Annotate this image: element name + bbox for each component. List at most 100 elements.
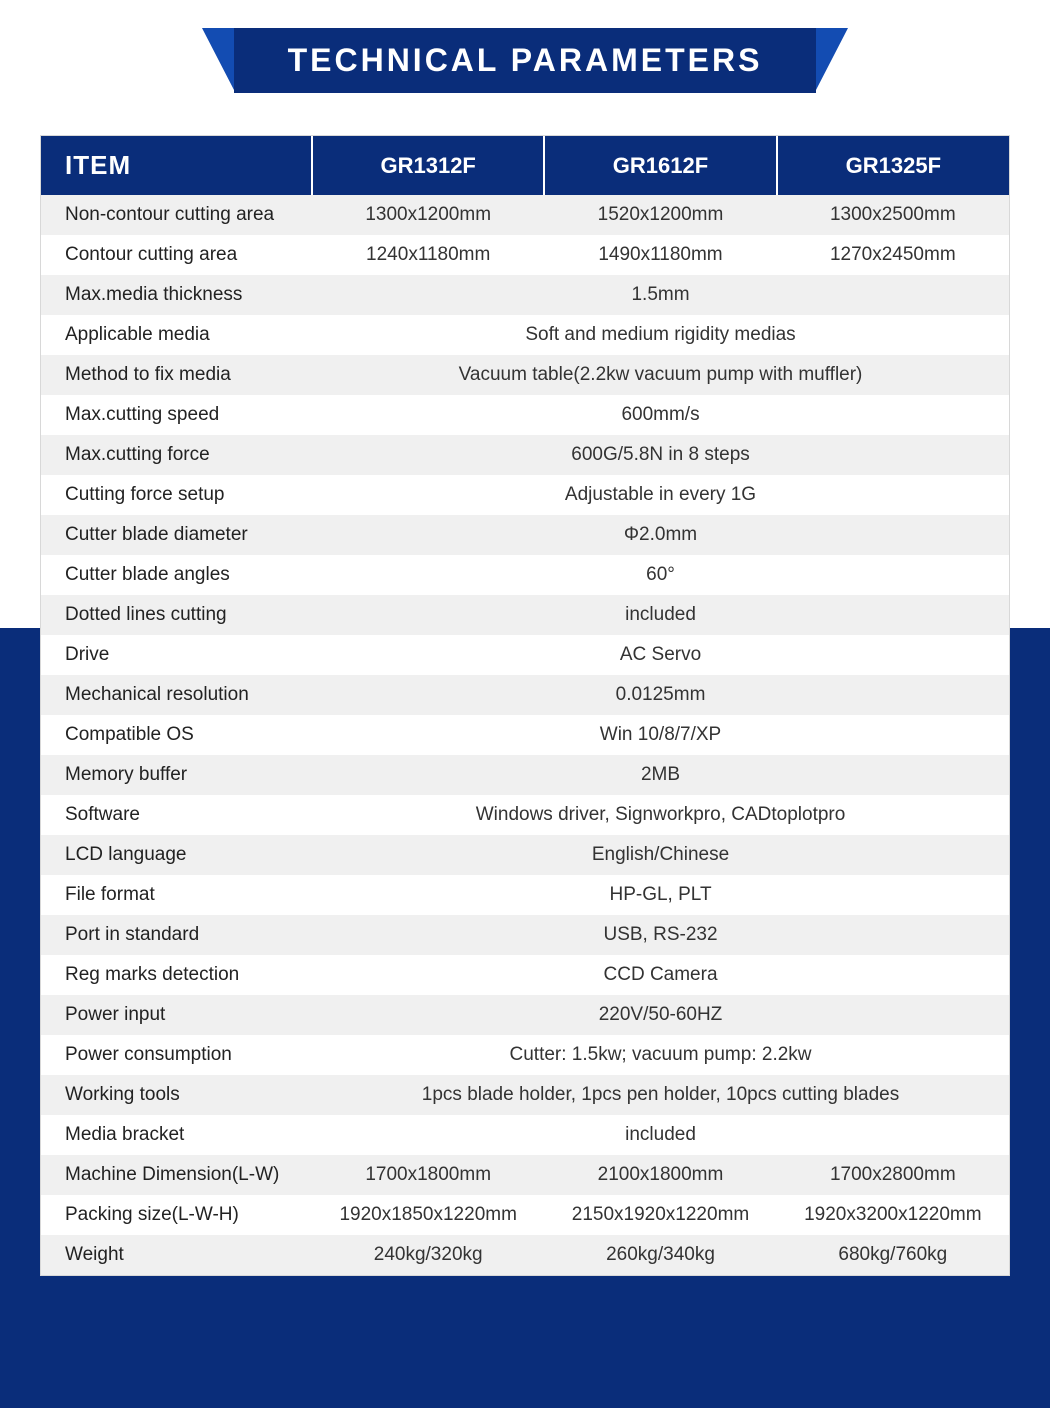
row-value: 1270x2450mm	[777, 235, 1009, 275]
row-value-merged: 600mm/s	[312, 395, 1009, 435]
row-label: Port in standard	[41, 915, 312, 955]
row-value-merged: English/Chinese	[312, 835, 1009, 875]
row-value-merged: Adjustable in every 1G	[312, 475, 1009, 515]
row-value-merged: Vacuum table(2.2kw vacuum pump with muff…	[312, 355, 1009, 395]
row-value-merged: 1pcs blade holder, 1pcs pen holder, 10pc…	[312, 1075, 1009, 1115]
title-banner-wrap: TECHNICAL PARAMETERS	[0, 0, 1050, 135]
table-row: Max.cutting speed600mm/s	[41, 395, 1009, 435]
table-row: Power consumptionCutter: 1.5kw; vacuum p…	[41, 1035, 1009, 1075]
row-label: Dotted lines cutting	[41, 595, 312, 635]
table-row: Max.media thickness1.5mm	[41, 275, 1009, 315]
row-value: 1700x2800mm	[777, 1155, 1009, 1195]
table-row: Cutting force setupAdjustable in every 1…	[41, 475, 1009, 515]
row-label: Compatible OS	[41, 715, 312, 755]
row-value: 680kg/760kg	[777, 1235, 1009, 1275]
row-value-merged: Windows driver, Signworkpro, CADtoplotpr…	[312, 795, 1009, 835]
table-row: Max.cutting force600G/5.8N in 8 steps	[41, 435, 1009, 475]
table-row: Non-contour cutting area1300x1200mm1520x…	[41, 195, 1009, 235]
row-label: Cutting force setup	[41, 475, 312, 515]
row-label: Non-contour cutting area	[41, 195, 312, 235]
row-value: 1490x1180mm	[544, 235, 776, 275]
row-value: 2150x1920x1220mm	[544, 1195, 776, 1235]
row-value-merged: included	[312, 595, 1009, 635]
row-label: Power input	[41, 995, 312, 1035]
table-row: SoftwareWindows driver, Signworkpro, CAD…	[41, 795, 1009, 835]
row-value-merged: Soft and medium rigidity medias	[312, 315, 1009, 355]
table-body: Non-contour cutting area1300x1200mm1520x…	[41, 195, 1009, 1275]
row-value: 1300x1200mm	[312, 195, 544, 235]
row-value-merged: AC Servo	[312, 635, 1009, 675]
row-label: Media bracket	[41, 1115, 312, 1155]
table-row: Media bracketincluded	[41, 1115, 1009, 1155]
row-value-merged: Φ2.0mm	[312, 515, 1009, 555]
table-row: Power input220V/50-60HZ	[41, 995, 1009, 1035]
table-row: Packing size(L-W-H)1920x1850x1220mm2150x…	[41, 1195, 1009, 1235]
row-value: 1920x3200x1220mm	[777, 1195, 1009, 1235]
row-value-merged: HP-GL, PLT	[312, 875, 1009, 915]
spec-table: ITEM GR1312F GR1612F GR1325F Non-contour…	[41, 136, 1009, 1275]
row-label: Machine Dimension(L-W)	[41, 1155, 312, 1195]
table-header-row: ITEM GR1312F GR1612F GR1325F	[41, 136, 1009, 195]
table-row: Method to fix mediaVacuum table(2.2kw va…	[41, 355, 1009, 395]
table-row: Contour cutting area1240x1180mm1490x1180…	[41, 235, 1009, 275]
row-label: LCD language	[41, 835, 312, 875]
row-value-merged: 60°	[312, 555, 1009, 595]
table-row: Port in standardUSB, RS-232	[41, 915, 1009, 955]
row-label: Cutter blade angles	[41, 555, 312, 595]
row-label: Applicable media	[41, 315, 312, 355]
row-value-merged: Cutter: 1.5kw; vacuum pump: 2.2kw	[312, 1035, 1009, 1075]
row-label: Max.cutting speed	[41, 395, 312, 435]
header-item: ITEM	[41, 136, 312, 195]
table-row: Memory buffer2MB	[41, 755, 1009, 795]
table-row: Applicable mediaSoft and medium rigidity…	[41, 315, 1009, 355]
table-row: Weight240kg/320kg260kg/340kg680kg/760kg	[41, 1235, 1009, 1275]
row-value: 1300x2500mm	[777, 195, 1009, 235]
table-row: DriveAC Servo	[41, 635, 1009, 675]
row-value: 240kg/320kg	[312, 1235, 544, 1275]
row-value: 1240x1180mm	[312, 235, 544, 275]
table-row: Cutter blade angles60°	[41, 555, 1009, 595]
row-label: Software	[41, 795, 312, 835]
row-value-merged: Win 10/8/7/XP	[312, 715, 1009, 755]
table-row: Mechanical resolution0.0125mm	[41, 675, 1009, 715]
row-label: File format	[41, 875, 312, 915]
table-row: Dotted lines cuttingincluded	[41, 595, 1009, 635]
row-value-merged: included	[312, 1115, 1009, 1155]
row-value: 1520x1200mm	[544, 195, 776, 235]
row-value-merged: 2MB	[312, 755, 1009, 795]
title-banner: TECHNICAL PARAMETERS	[234, 28, 817, 93]
row-value: 260kg/340kg	[544, 1235, 776, 1275]
row-label: Memory buffer	[41, 755, 312, 795]
row-label: Max.cutting force	[41, 435, 312, 475]
table-row: LCD languageEnglish/Chinese	[41, 835, 1009, 875]
table-row: Compatible OSWin 10/8/7/XP	[41, 715, 1009, 755]
row-value: 1920x1850x1220mm	[312, 1195, 544, 1235]
row-value-merged: 1.5mm	[312, 275, 1009, 315]
row-label: Method to fix media	[41, 355, 312, 395]
row-value-merged: 600G/5.8N in 8 steps	[312, 435, 1009, 475]
row-value-merged: CCD Camera	[312, 955, 1009, 995]
row-value: 1700x1800mm	[312, 1155, 544, 1195]
header-model-0: GR1312F	[312, 136, 544, 195]
row-label: Working tools	[41, 1075, 312, 1115]
row-label: Packing size(L-W-H)	[41, 1195, 312, 1235]
header-model-1: GR1612F	[544, 136, 776, 195]
spec-table-wrap: ITEM GR1312F GR1612F GR1325F Non-contour…	[40, 135, 1010, 1276]
row-value-merged: 220V/50-60HZ	[312, 995, 1009, 1035]
row-label: Cutter blade diameter	[41, 515, 312, 555]
table-row: Cutter blade diameterΦ2.0mm	[41, 515, 1009, 555]
table-row: File formatHP-GL, PLT	[41, 875, 1009, 915]
table-row: Machine Dimension(L-W)1700x1800mm2100x18…	[41, 1155, 1009, 1195]
header-model-2: GR1325F	[777, 136, 1009, 195]
row-label: Drive	[41, 635, 312, 675]
row-label: Contour cutting area	[41, 235, 312, 275]
table-row: Reg marks detectionCCD Camera	[41, 955, 1009, 995]
table-row: Working tools1pcs blade holder, 1pcs pen…	[41, 1075, 1009, 1115]
row-value: 2100x1800mm	[544, 1155, 776, 1195]
row-label: Mechanical resolution	[41, 675, 312, 715]
row-label: Max.media thickness	[41, 275, 312, 315]
row-label: Power consumption	[41, 1035, 312, 1075]
row-value-merged: 0.0125mm	[312, 675, 1009, 715]
row-label: Reg marks detection	[41, 955, 312, 995]
row-value-merged: USB, RS-232	[312, 915, 1009, 955]
